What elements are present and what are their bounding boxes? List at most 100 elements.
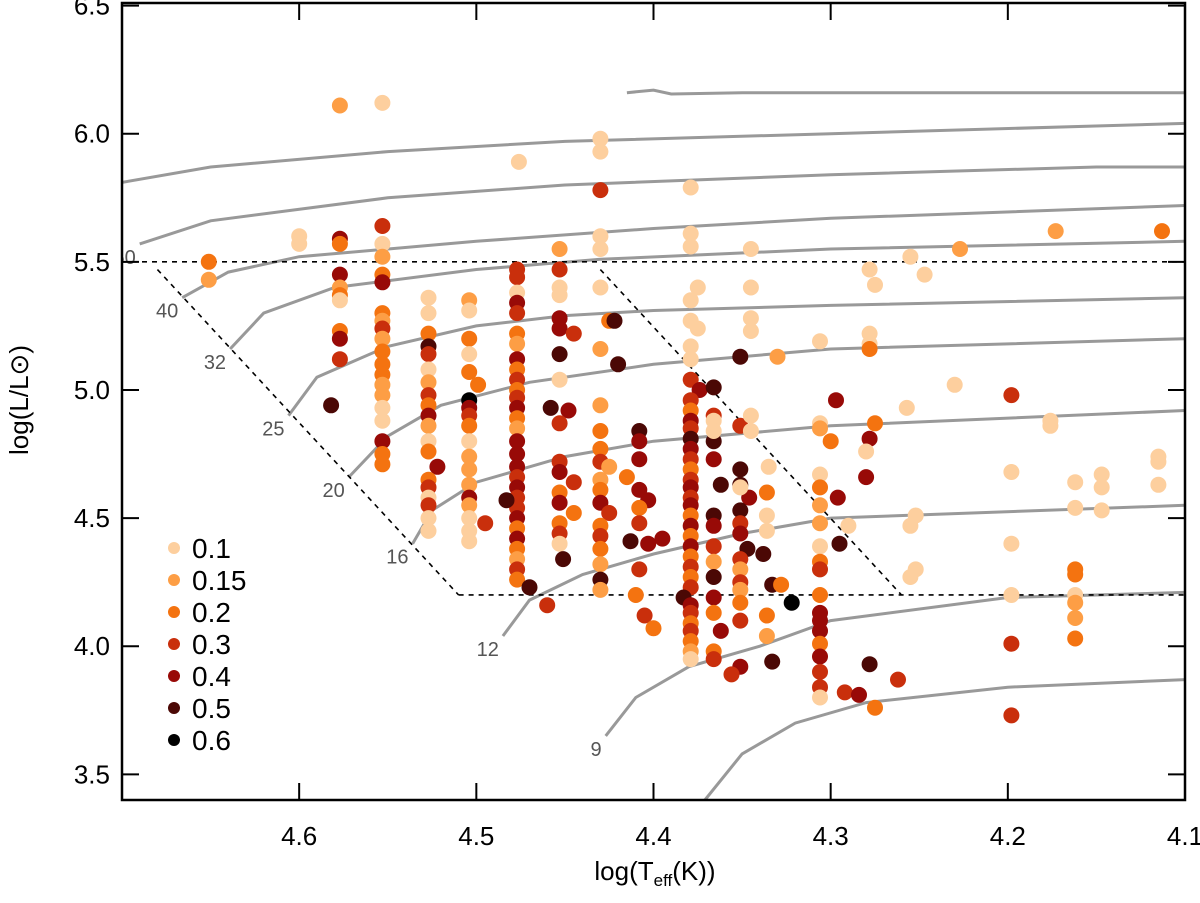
data-point [829, 489, 846, 506]
data-point [555, 551, 572, 568]
data-point [1047, 223, 1064, 240]
data-point [1093, 479, 1110, 496]
x-tick-label: 4.1 [1167, 821, 1200, 851]
data-point [420, 510, 437, 527]
legend-label: 0.3 [192, 629, 231, 660]
data-point [1003, 587, 1020, 603]
data-point [831, 535, 848, 552]
data-point [682, 238, 699, 255]
data-point [551, 261, 568, 278]
data-point [705, 538, 722, 555]
data-point [539, 597, 556, 614]
data-point [461, 476, 478, 493]
data-point [812, 622, 828, 639]
legend-label: 0.4 [192, 661, 231, 692]
data-point [461, 510, 478, 527]
data-point [760, 458, 777, 475]
data-point [420, 497, 437, 514]
data-point [890, 671, 906, 688]
data-point [1067, 630, 1084, 647]
legend-label: 0.1 [192, 533, 231, 564]
data-point [1093, 466, 1110, 483]
data-point [565, 474, 582, 491]
data-point [836, 684, 853, 701]
data-point [705, 589, 722, 606]
x-axis-label-subscript: eff [654, 871, 673, 890]
data-point [822, 433, 839, 450]
data-point [509, 446, 526, 462]
data-point [858, 443, 875, 460]
legend-marker [168, 734, 180, 746]
data-point [592, 540, 609, 557]
data-point [773, 576, 790, 593]
data-point [1067, 594, 1084, 611]
track-line [229, 239, 1185, 351]
data-point [551, 535, 568, 552]
data-point [732, 479, 749, 496]
track-line [287, 296, 1185, 417]
data-point [1003, 535, 1020, 552]
data-points [200, 94, 1170, 724]
data-point [592, 397, 609, 414]
data-point [640, 535, 657, 552]
plot-frame [120, 1, 1187, 802]
data-point [565, 505, 582, 521]
data-point [461, 448, 478, 465]
data-point [1003, 464, 1020, 480]
data-point [420, 325, 437, 342]
data-point [374, 433, 391, 450]
data-point [723, 666, 740, 683]
y-tick-label: 3.5 [74, 759, 110, 789]
dashed-line [156, 268, 460, 596]
x-tick-label: 4.3 [813, 821, 849, 851]
data-point [374, 387, 391, 404]
track-mass-label: 20 [323, 480, 345, 502]
data-point [1154, 223, 1170, 240]
data-point [758, 522, 775, 539]
data-point [601, 505, 618, 521]
data-point [732, 594, 749, 611]
data-point [592, 182, 609, 199]
data-point [705, 604, 722, 621]
axes: 4.6 4.5 4.4 4.3 4.2 4.1 3.5 4.0 4.5 5.0 5.5 6.0 6.5 [74, 0, 1200, 851]
x-tick-label: 4.2 [990, 821, 1026, 851]
x-tick-label: 4.4 [635, 821, 671, 851]
data-point [732, 502, 749, 519]
data-point [867, 699, 883, 716]
data-point [420, 305, 437, 322]
data-point [812, 497, 828, 514]
data-point [420, 289, 437, 306]
data-point [1093, 502, 1110, 519]
data-point [461, 346, 478, 363]
x-axis-label-main: log(T [594, 856, 653, 886]
data-point [1150, 453, 1167, 470]
data-point [812, 333, 828, 350]
data-point [551, 320, 568, 337]
data-point [331, 330, 348, 347]
x-axis-label: log(Teff(K)) [594, 856, 715, 890]
data-point [705, 517, 722, 534]
data-point [758, 484, 775, 501]
data-point [742, 407, 759, 424]
data-point [592, 279, 609, 296]
legend-label: 0.5 [192, 693, 231, 724]
data-point [758, 607, 775, 624]
data-point [654, 530, 671, 547]
data-point [323, 397, 340, 414]
data-point [331, 351, 348, 368]
data-point [705, 651, 722, 668]
data-point [331, 97, 348, 114]
data-point [592, 481, 609, 498]
legend-marker [168, 606, 180, 618]
data-point [902, 569, 919, 585]
track-mass-label: 40 [156, 301, 178, 323]
track-line [122, 121, 1185, 184]
data-point [1067, 566, 1084, 583]
data-point [682, 338, 699, 355]
data-point [1003, 387, 1020, 404]
data-point [551, 494, 568, 511]
data-point [861, 656, 878, 673]
data-point [840, 517, 857, 534]
data-point [812, 515, 828, 532]
